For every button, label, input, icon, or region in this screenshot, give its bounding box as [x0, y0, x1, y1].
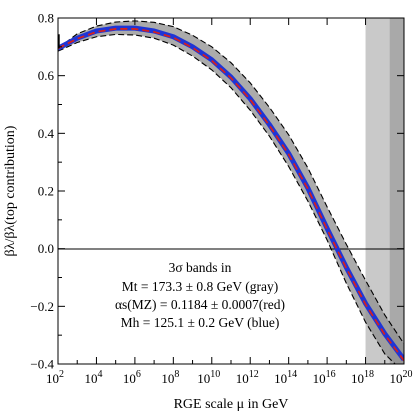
annotation-line-3: αs(MZ) = 0.1184 ± 0.0007(red) [115, 297, 285, 312]
x-tick-label: 1014 [274, 369, 297, 386]
gray-band-lower-edge [58, 33, 396, 364]
x-tick-label: 106 [123, 369, 141, 386]
series-2-line [58, 28, 404, 362]
uncertainty-band [58, 20, 404, 364]
y-tick-label: 0.4 [38, 126, 55, 141]
gray-band-upper-edge [58, 20, 404, 345]
x-tick-label: 1016 [313, 369, 336, 386]
annotation-line-1: 3σ bands in [169, 260, 232, 275]
x-tick-label: 108 [161, 369, 179, 386]
x-tick-label: 102 [46, 369, 64, 386]
x-tick-label: 1018 [351, 369, 374, 386]
x-axis-title: RGE scale μ in GeV [174, 397, 289, 412]
annotation-line-4: Mh = 125.1 ± 0.2 GeV (blue) [121, 315, 280, 330]
y-axis-title: βλ/βλ(top contribution) [3, 125, 18, 256]
y-tick-label: 0.6 [38, 68, 55, 83]
x-tick-label: 1012 [236, 369, 259, 386]
x-tick-label: 1010 [197, 369, 220, 386]
x-tick-label: 1020 [390, 369, 413, 386]
y-tick-label: 0.8 [38, 11, 54, 26]
annotation-line-2: Mt = 173.3 ± 0.8 GeV (gray) [122, 279, 279, 294]
shaded-region-2 [389, 18, 404, 364]
annotation-box: 3σ bands in Mt = 173.3 ± 0.8 GeV (gray) … [115, 260, 285, 330]
x-tick-label: 104 [84, 369, 102, 386]
y-tick-label: −0.2 [30, 299, 54, 314]
y-tick-label: 0.0 [38, 241, 54, 256]
y-tick-label: 0.2 [38, 184, 54, 199]
y-tick-label: −0.4 [30, 357, 54, 372]
series-curves [58, 25, 404, 362]
